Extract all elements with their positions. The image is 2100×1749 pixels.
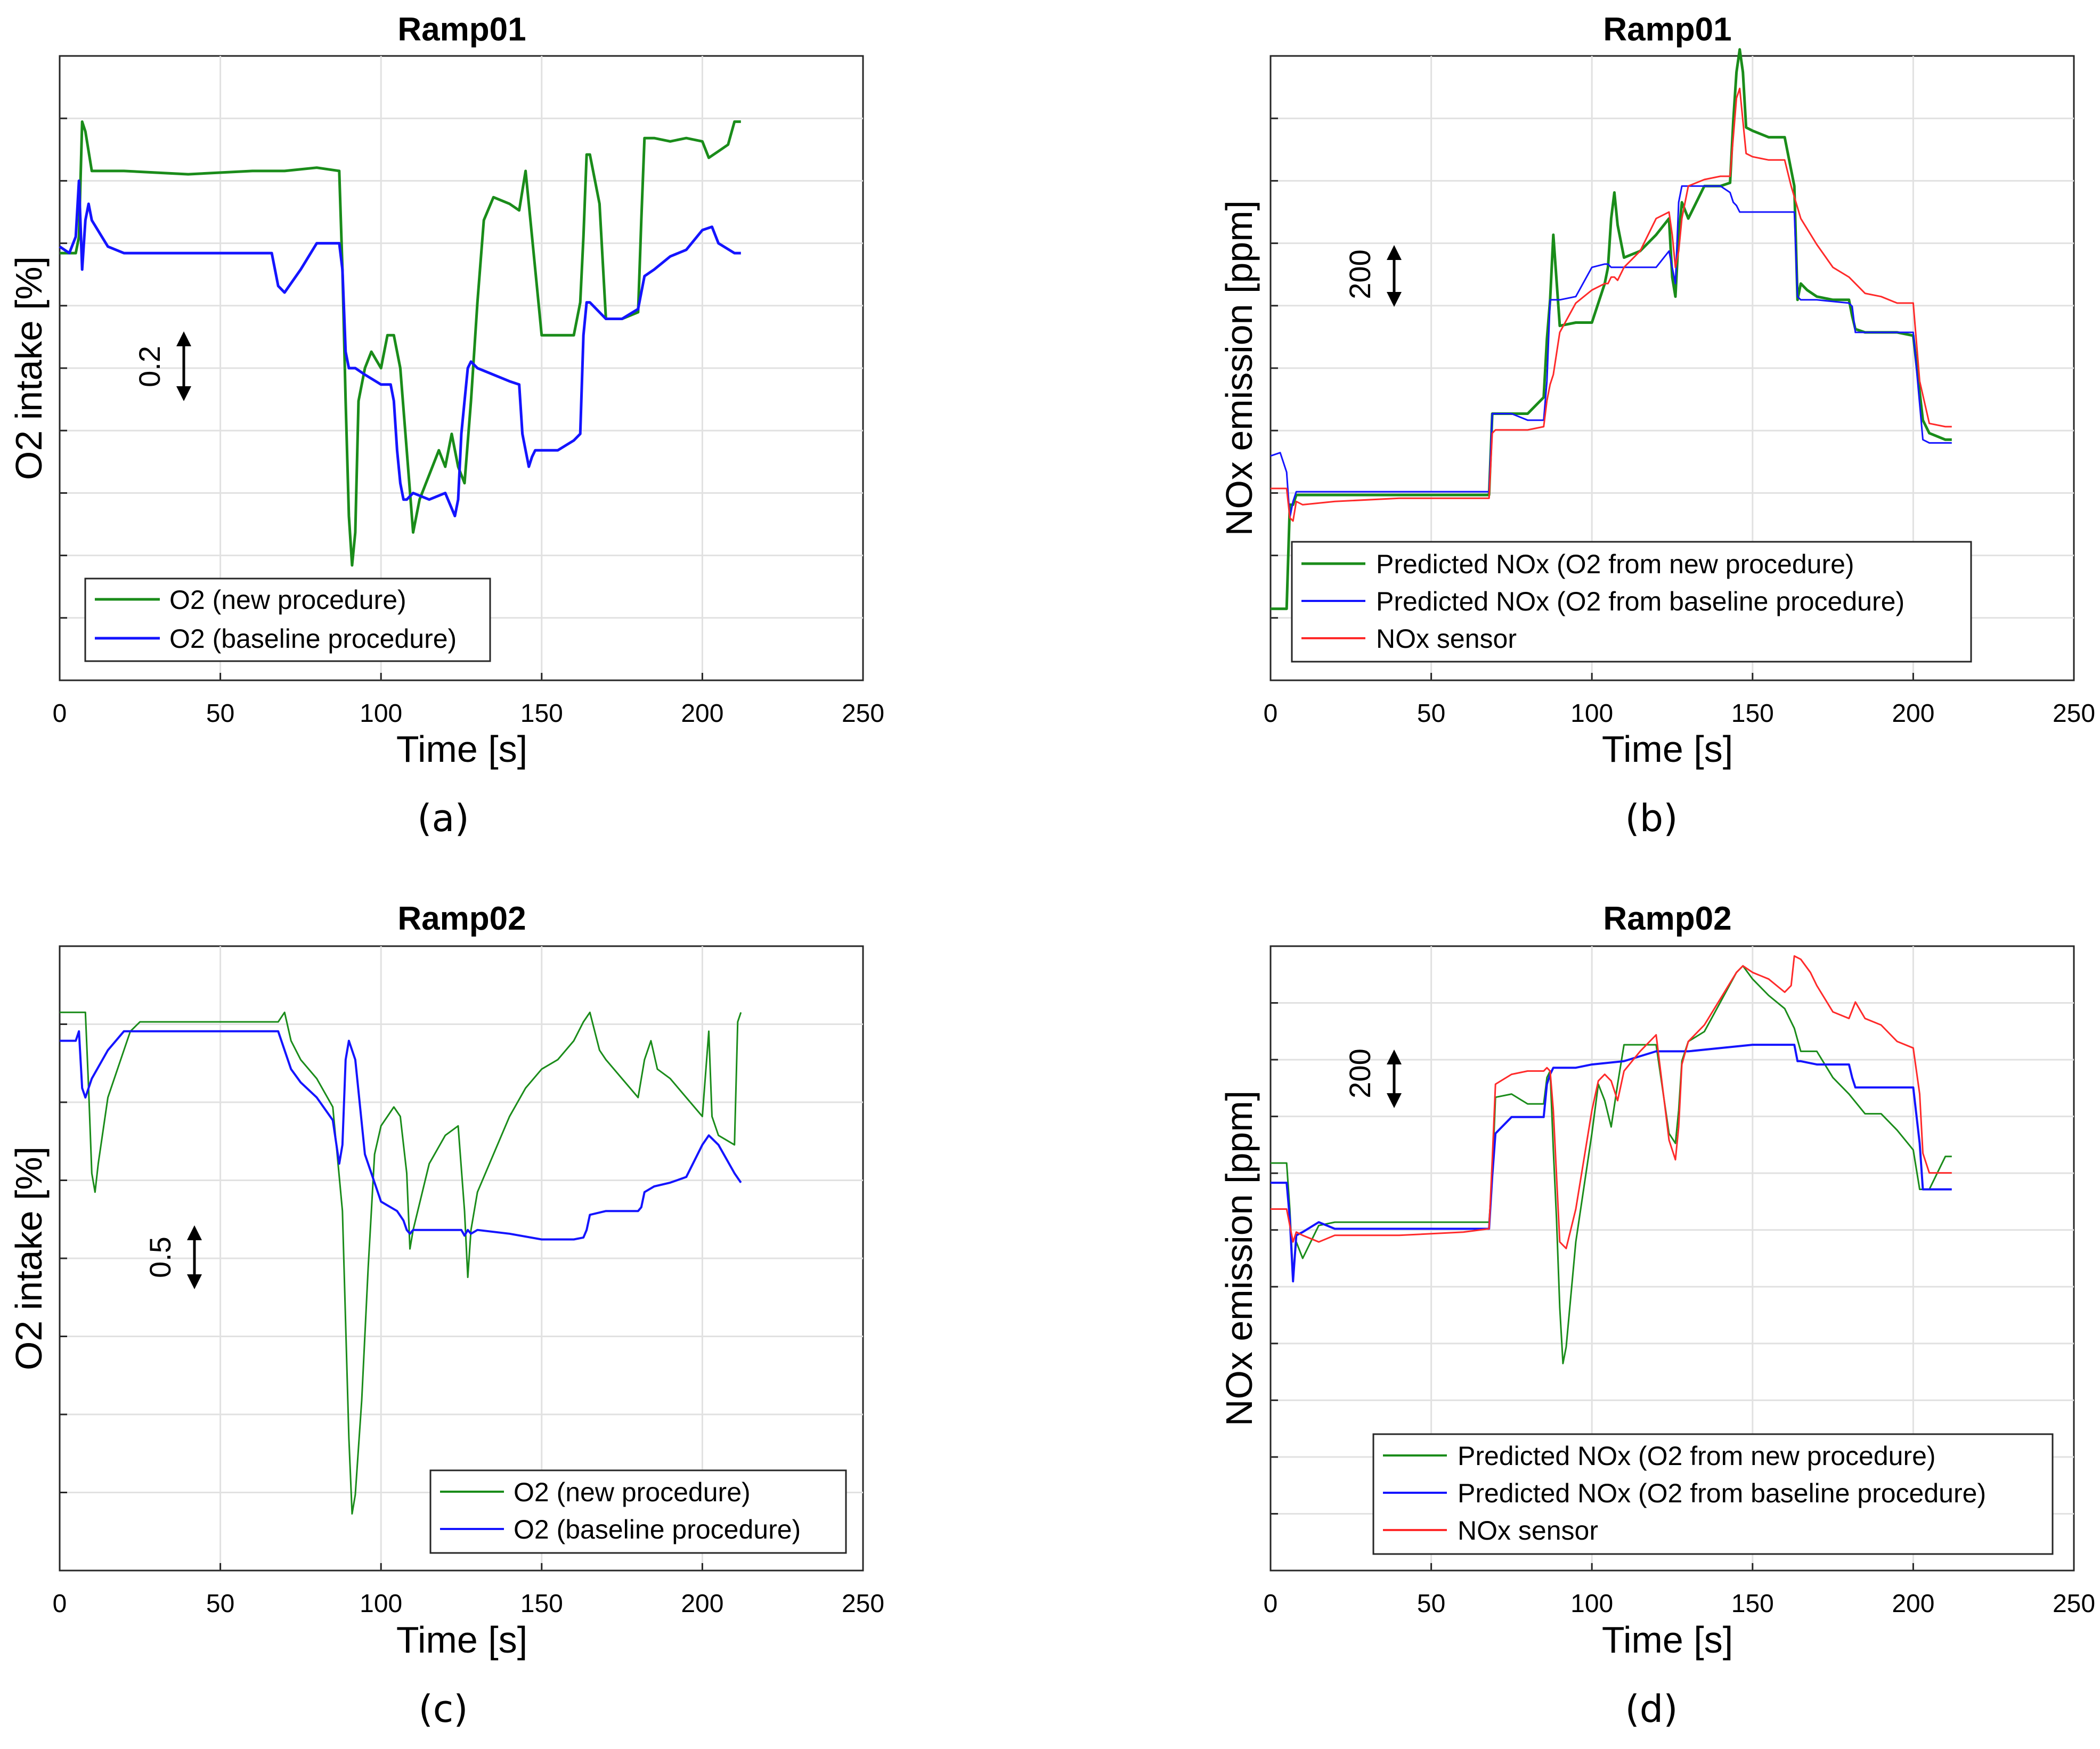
- panel-a-legend: O2 (new procedure) O2 (baseline procedur…: [84, 577, 491, 662]
- x-tick-label: 150: [520, 1590, 563, 1618]
- panel-b-y-label: NOx emission [ppm]: [1218, 200, 1260, 536]
- series-line-nox-sensor: [1271, 955, 1952, 1249]
- series-line-baseline-procedure: [60, 1030, 742, 1241]
- panel-b-scale-label: 200: [1343, 249, 1377, 299]
- panel-d-title: Ramp02: [1603, 900, 1731, 937]
- panel-c-scale-label: 0.5: [143, 1236, 177, 1278]
- series-line-baseline-procedure: [1271, 1044, 1952, 1283]
- panel-d-scale-label: 200: [1343, 1048, 1377, 1098]
- x-tick-label: 200: [681, 1590, 723, 1618]
- x-tick-label: 200: [681, 699, 723, 728]
- x-tick-label: 250: [842, 699, 884, 728]
- series-line-new-procedure: [1271, 965, 1952, 1364]
- panel-c-scale-marker: 0.5: [143, 1225, 202, 1289]
- double-arrow-icon: [187, 1225, 202, 1289]
- double-arrow-icon: [176, 331, 191, 401]
- x-tick-label: 50: [1417, 699, 1445, 728]
- panel-d-x-label: Time [s]: [1602, 1619, 1733, 1661]
- panel-a-caption: (a): [417, 796, 469, 840]
- panel-c-title: Ramp02: [397, 900, 526, 937]
- x-tick-label: 250: [842, 1590, 884, 1618]
- panel-c-series: [60, 1011, 742, 1515]
- legend-entry-new: Predicted NOx (O2 from new procedure): [1458, 1441, 1936, 1471]
- panel-d-y-label: NOx emission [ppm]: [1218, 1091, 1260, 1426]
- x-tick-label: 100: [1570, 1590, 1613, 1618]
- series-line-baseline-procedure: [59, 179, 741, 518]
- legend-entry-new: O2 (new procedure): [169, 585, 406, 615]
- x-tick-label: 0: [53, 1590, 67, 1618]
- x-tick-label: 150: [1731, 1590, 1774, 1618]
- x-tick-label: 100: [360, 1590, 402, 1618]
- x-tick-label: 150: [520, 699, 563, 728]
- panel-d-x-ticks: 0 50 100 150 200 250: [1264, 1563, 2095, 1618]
- legend-entry-new: O2 (new procedure): [514, 1477, 751, 1507]
- x-tick-label: 250: [2053, 1590, 2095, 1618]
- x-tick-label: 200: [1892, 1590, 1934, 1618]
- panel-b-title: Ramp01: [1603, 11, 1731, 48]
- x-tick-label: 50: [206, 1590, 234, 1618]
- panel-d-legend: Predicted NOx (O2 from new procedure) Pr…: [1372, 1433, 2054, 1555]
- panel-c-x-ticks: 0 50 100 150 200 250: [53, 1563, 884, 1618]
- panel-a-y-label: O2 intake [%]: [8, 256, 50, 480]
- panel-a-x-label: Time [s]: [396, 728, 527, 770]
- legend-entry-sensor: NOx sensor: [1458, 1516, 1598, 1545]
- legend-entry-baseline: O2 (baseline procedure): [169, 624, 457, 654]
- panel-b-series: [1270, 48, 1952, 611]
- series-line-nox-sensor: [1271, 87, 1952, 522]
- panel-b: Ramp01 0 50 100 150 200 250 Time [s] NOx emis…: [1218, 11, 2095, 840]
- legend-entry-baseline: O2 (baseline procedure): [514, 1515, 801, 1544]
- panel-b-x-ticks: 0 50 100 150 200 250: [1264, 673, 2095, 728]
- legend-entry-new: Predicted NOx (O2 from new procedure): [1376, 549, 1854, 579]
- panel-b-x-label: Time [s]: [1602, 728, 1733, 770]
- panel-a: Ramp01 0 50 100 150 200 250 Time [s] O2 intak…: [8, 11, 884, 840]
- x-tick-label: 100: [360, 699, 402, 728]
- panel-a-title: Ramp01: [397, 11, 526, 48]
- legend-entry-baseline: Predicted NOx (O2 from baseline procedur…: [1458, 1478, 1986, 1508]
- panel-c-caption: (c): [418, 1687, 468, 1731]
- x-tick-label: 0: [53, 699, 67, 728]
- panel-c-legend: O2 (new procedure) O2 (baseline procedur…: [429, 1469, 847, 1554]
- panel-a-scale-label: 0.2: [133, 346, 166, 387]
- double-arrow-icon: [1387, 1050, 1402, 1108]
- x-tick-label: 100: [1570, 699, 1613, 728]
- panel-c: Ramp02 0 50 100 150 200 250 Time [s] O2 intak…: [8, 900, 884, 1731]
- x-tick-label: 250: [2053, 699, 2095, 728]
- panel-d-caption: (d): [1625, 1687, 1678, 1731]
- panel-a-scale-marker: 0.2: [133, 331, 191, 401]
- double-arrow-icon: [1387, 245, 1402, 307]
- x-tick-label: 50: [1417, 1590, 1445, 1618]
- series-line-baseline-procedure: [1270, 185, 1952, 519]
- legend-entry-baseline: Predicted NOx (O2 from baseline procedur…: [1376, 587, 1904, 616]
- panel-b-legend: Predicted NOx (O2 from new procedure) Pr…: [1291, 541, 1972, 663]
- panel-b-scale-marker: 200: [1343, 245, 1402, 307]
- panel-b-caption: (b): [1625, 796, 1678, 840]
- x-tick-label: 0: [1264, 1590, 1278, 1618]
- panel-d-series: [1271, 955, 1952, 1364]
- legend-entry-sensor: NOx sensor: [1376, 624, 1517, 654]
- x-tick-label: 0: [1264, 699, 1278, 728]
- panel-a-series: [59, 120, 741, 567]
- panel-a-x-ticks: 0 50 100 150 200 250: [53, 673, 884, 728]
- series-line-new-procedure: [60, 120, 741, 567]
- x-tick-label: 50: [206, 699, 234, 728]
- x-tick-label: 150: [1731, 699, 1774, 728]
- panel-c-y-label: O2 intake [%]: [8, 1146, 50, 1370]
- panel-d: Ramp02 0 50 100 150 200 250 Time [s] NOx emis…: [1218, 900, 2095, 1731]
- x-tick-label: 200: [1892, 699, 1934, 728]
- panel-d-scale-marker: 200: [1343, 1048, 1402, 1108]
- panel-c-x-label: Time [s]: [396, 1619, 527, 1661]
